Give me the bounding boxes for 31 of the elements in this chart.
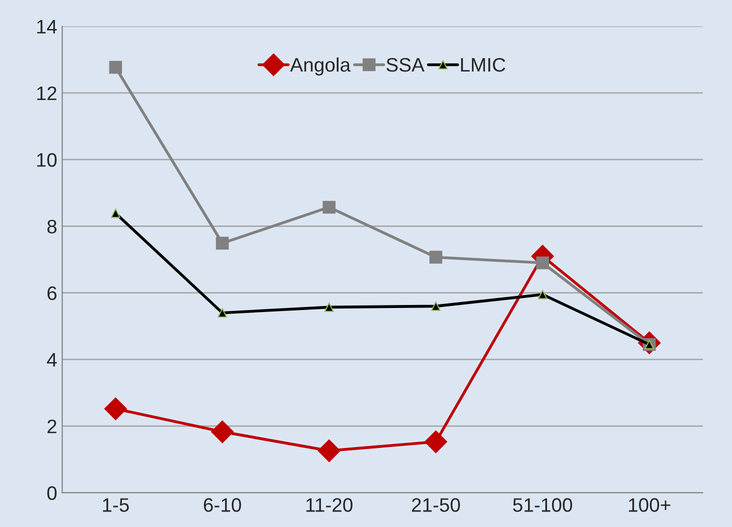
- point: [218, 308, 228, 318]
- y-tick-label: 4: [46, 353, 57, 367]
- y-tick-label: 14: [37, 20, 57, 34]
- point: [324, 302, 334, 312]
- legend-label: Angola: [290, 57, 351, 76]
- y-tick-label: 10: [37, 153, 57, 167]
- x-tick-label: 51-100: [513, 498, 572, 512]
- point: [109, 60, 122, 74]
- point: [429, 250, 442, 264]
- point: [110, 208, 120, 218]
- legend-label: SSA: [386, 58, 424, 72]
- point: [536, 256, 550, 270]
- point: [216, 236, 229, 250]
- x-tick-label: 1-5: [103, 498, 129, 512]
- x-tick-label: 100+: [628, 498, 670, 512]
- point: [538, 290, 548, 300]
- point: [322, 200, 336, 214]
- point: [318, 439, 340, 462]
- y-tick-label: 0: [47, 486, 57, 500]
- x-tick-label: 21-50: [412, 498, 460, 512]
- point: [211, 420, 234, 444]
- point: [431, 302, 441, 311]
- x-tick-label: 11-20: [306, 498, 352, 512]
- legend-label: LMIC: [461, 58, 506, 72]
- y-tick-label: 8: [47, 220, 57, 234]
- x-tick-label: 6-10: [204, 498, 242, 512]
- y-tick-label: 12: [37, 86, 56, 100]
- point: [104, 397, 127, 420]
- y-tick-label: 6: [48, 286, 57, 300]
- point: [424, 430, 448, 454]
- y-tick-label: 2: [48, 420, 56, 434]
